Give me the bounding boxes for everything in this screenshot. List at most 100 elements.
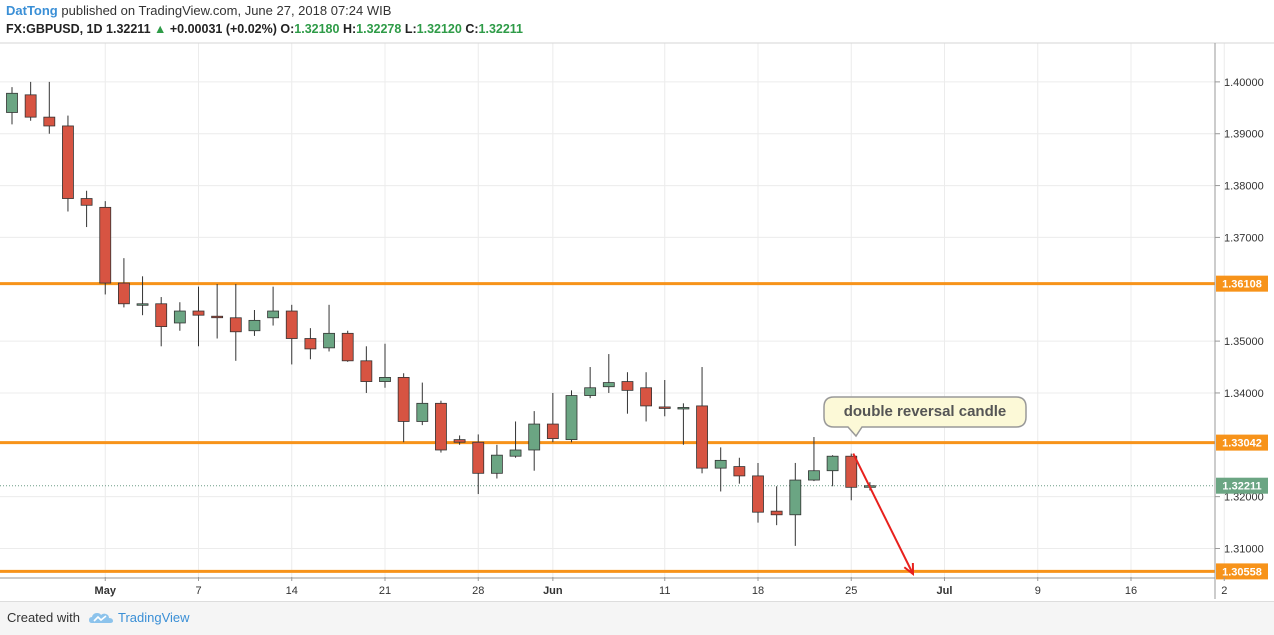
candle-body: [602, 382, 615, 388]
candle-body: [640, 387, 652, 407]
x-tick-label: Jun: [543, 585, 563, 597]
candle: [118, 258, 130, 308]
candle: [584, 367, 597, 399]
candle-body: [341, 332, 354, 362]
candle: [658, 379, 671, 417]
down-arrow-line: [852, 453, 914, 575]
candle-body: [304, 338, 317, 350]
candle: [136, 276, 149, 316]
price-axis: 1.40000 1.39000 1.38000 1.37000 1.35000 1.340…: [1214, 43, 1268, 599]
candle-body: [360, 360, 373, 382]
candle-body: [453, 439, 466, 443]
candles-layer: [6, 81, 876, 546]
candle: [397, 373, 410, 443]
candle-body: [24, 94, 37, 118]
candle: [453, 435, 466, 445]
candle-body: [136, 303, 149, 306]
candle: [677, 403, 690, 445]
candle-body: [323, 332, 335, 349]
candle-body: [528, 423, 541, 451]
x-tick-label: 25: [845, 585, 857, 597]
candle-body: [546, 423, 559, 439]
y-tick-label: 1.34000: [1224, 388, 1264, 400]
candle: [770, 486, 783, 526]
y-tick-label: 1.39000: [1224, 129, 1264, 141]
x-tick-label: 9: [1035, 585, 1041, 597]
candle: [509, 421, 522, 458]
candle: [248, 310, 261, 336]
published-text: published on TradingView.com, June 27, 2…: [61, 3, 392, 18]
low-label: L:: [404, 22, 417, 36]
candle: [285, 304, 298, 365]
high-label: H:: [342, 22, 357, 36]
candle: [192, 286, 205, 347]
x-tick-label: 14: [286, 585, 298, 597]
candle: [546, 392, 559, 443]
candle: [43, 81, 56, 134]
level-price-label: 1.36108: [1222, 279, 1262, 291]
candle: [845, 453, 858, 501]
x-tick-label: May: [95, 585, 117, 597]
candle-body: [229, 317, 242, 333]
candle: [360, 346, 373, 393]
candle-body: [62, 125, 74, 199]
candle: [733, 457, 746, 484]
chart-grid: [0, 42, 1274, 577]
last-price: 1.32211: [106, 22, 151, 36]
candle: [24, 81, 37, 121]
candle: [490, 444, 503, 479]
candle-body: [584, 387, 597, 396]
close-label: C:: [465, 22, 479, 36]
candle: [826, 455, 839, 487]
open-value: 1.32180: [294, 22, 340, 36]
symbol-label: FX:GBPUSD, 1D: [6, 22, 103, 36]
candle-body: [416, 402, 429, 422]
price-chart[interactable]: 1.40000 1.39000 1.38000 1.37000 1.35000 1.340…: [0, 0, 1274, 600]
author-name[interactable]: DatTong: [6, 3, 58, 18]
candle: [155, 297, 168, 347]
plot-area: [0, 43, 1215, 577]
x-tick-label: 7: [195, 585, 201, 597]
y-tick-label: 1.32000: [1224, 492, 1264, 504]
level-price-tag: [1216, 563, 1268, 580]
candle-body: [621, 381, 634, 391]
candle: [714, 447, 727, 492]
candle-body: [6, 92, 18, 113]
candle: [416, 382, 429, 426]
candle-body: [714, 459, 727, 469]
candle: [211, 284, 224, 339]
candle-body: [397, 376, 410, 422]
candle-body: [155, 303, 168, 327]
candle-body: [99, 206, 112, 284]
annotation-layer: double reversal candle: [823, 396, 1027, 577]
last-price-tag: [1216, 477, 1268, 494]
tradingview-brand-link[interactable]: TradingView: [118, 610, 190, 625]
candle: [80, 190, 93, 228]
y-tick-label: 1.35000: [1224, 336, 1264, 348]
footer-bar: Created with TradingView: [0, 601, 1274, 635]
last-price-label: 1.32211: [1222, 481, 1261, 493]
candle-body: [285, 310, 298, 339]
high-value: 1.32278: [356, 22, 402, 36]
price-change: +0.00031 (+0.02%): [169, 22, 277, 36]
candle-body: [490, 454, 503, 474]
candle: [621, 372, 634, 414]
candle-body: [435, 402, 447, 451]
tradingview-cloud-icon: [89, 613, 113, 623]
publish-header: DatTong published on TradingView.com, Ju…: [6, 2, 391, 20]
candle: [99, 201, 112, 295]
candle: [640, 372, 652, 422]
candle: [435, 400, 447, 453]
level-price-label: 1.33042: [1222, 438, 1262, 450]
level-price-tag: [1216, 434, 1268, 451]
candle: [808, 437, 820, 482]
candle-body: [379, 376, 391, 382]
y-tick-label: 1.38000: [1224, 181, 1264, 193]
candle-body: [43, 116, 56, 127]
candle: [323, 304, 335, 352]
candle: [602, 354, 615, 393]
x-tick-label: Jul: [937, 585, 953, 597]
candle: [341, 330, 354, 362]
y-tick-label: 1.37000: [1224, 232, 1264, 244]
y-tick-label: 1.40000: [1224, 77, 1264, 89]
